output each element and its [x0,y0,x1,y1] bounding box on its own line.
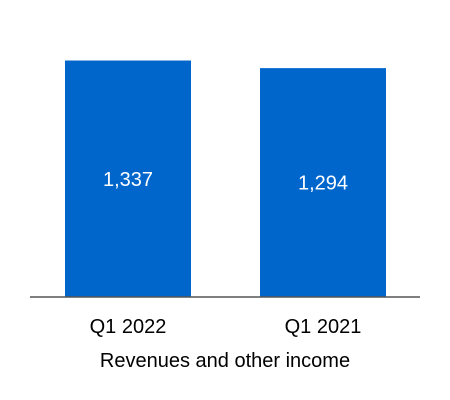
data-label: 1,337 [103,169,153,191]
x-tick-label: Q1 2021 [285,316,362,338]
data-label: 1,294 [298,173,348,195]
bar-q1-2021 [260,68,386,297]
bar-q1-2022 [65,60,191,297]
data-labels-group: 1,337 1,294 [103,169,348,195]
bars-group [65,60,386,297]
x-axis-title: Revenues and other income [100,350,350,372]
x-tick-labels-group: Q1 2022 Q1 2021 [90,316,362,338]
x-tick-label: Q1 2022 [90,316,167,338]
